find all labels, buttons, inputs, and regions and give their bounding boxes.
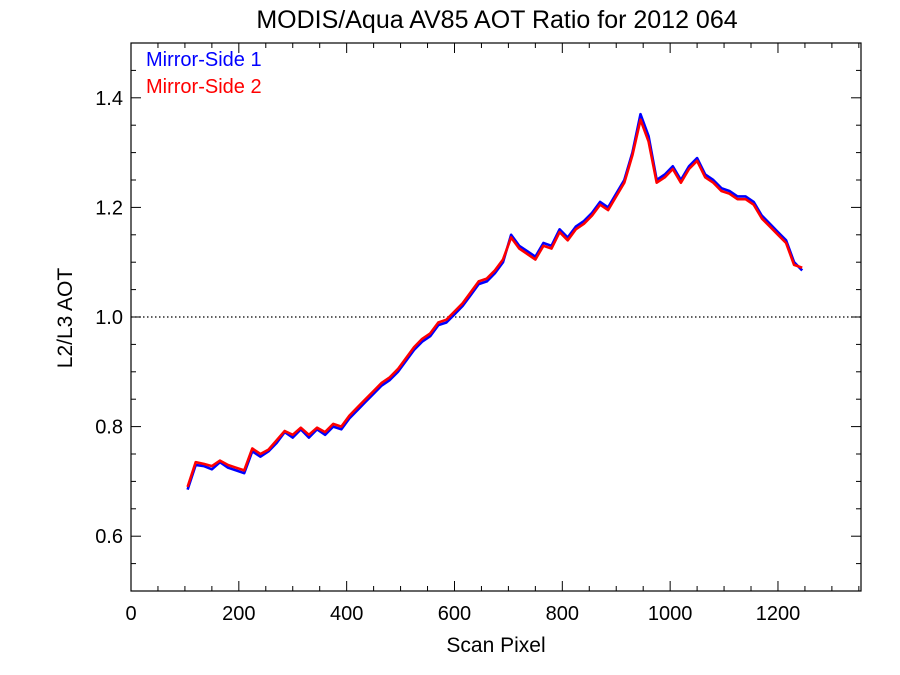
x-tick-label: 600: [438, 603, 471, 625]
x-tick-label: 1200: [756, 603, 801, 625]
x-tick-label: 800: [546, 603, 579, 625]
legend-entry-mirror-side-2: Mirror-Side 2: [146, 76, 262, 98]
x-tick-label: 1000: [648, 603, 693, 625]
y-tick-label: 0.8: [95, 417, 123, 439]
legend-entry-mirror-side-1: Mirror-Side 1: [146, 49, 262, 71]
plot-frame: [130, 42, 862, 592]
series-line-2: [186, 118, 803, 488]
chart-title: MODIS/Aqua AV85 AOT Ratio for 2012 064: [256, 6, 737, 34]
y-tick-label: 0.6: [95, 526, 123, 548]
y-axis-label: L2/L3 AOT: [54, 268, 77, 369]
x-axis-label: Scan Pixel: [446, 634, 545, 657]
x-tick-label: 400: [330, 603, 363, 625]
y-tick-label: 1.0: [95, 307, 123, 329]
x-tick-label: 0: [125, 603, 136, 625]
x-tick-label: 200: [222, 603, 255, 625]
y-tick-label: 1.2: [95, 197, 123, 219]
y-tick-label: 1.4: [95, 88, 123, 110]
series-line-1: [186, 112, 804, 491]
